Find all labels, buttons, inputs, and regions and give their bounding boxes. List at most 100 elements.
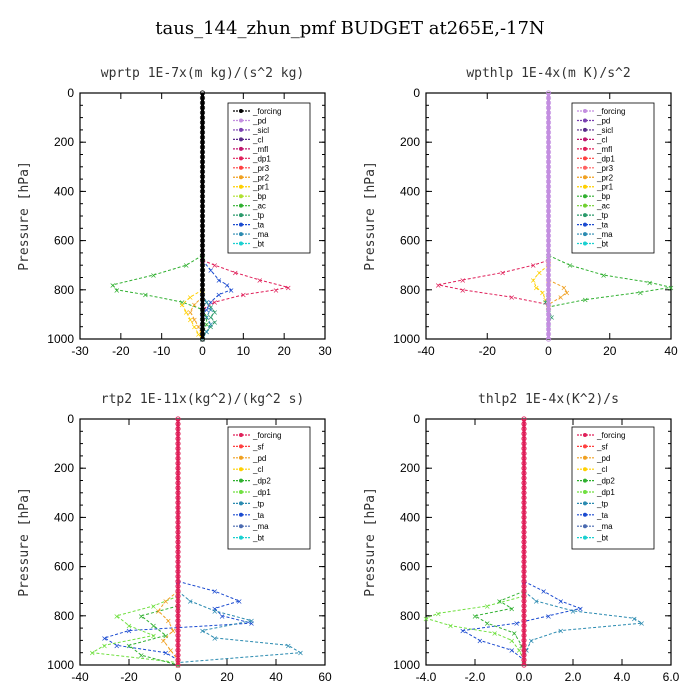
series-point: × (297, 649, 304, 658)
legend-label: _dp2 (596, 477, 615, 486)
series-point (175, 524, 181, 530)
series-point (199, 100, 206, 106)
series-point (175, 485, 181, 491)
series-point (175, 529, 181, 535)
series-point (199, 105, 206, 111)
series-point (199, 311, 206, 317)
series-point (521, 431, 527, 437)
legend-label: _dp1 (596, 488, 615, 497)
series-point (521, 519, 527, 525)
series-point (175, 578, 181, 584)
series-point: × (203, 298, 210, 307)
series-point (175, 588, 181, 594)
series-point (521, 480, 527, 486)
series-point (199, 149, 206, 155)
series-point: × (167, 646, 174, 655)
series-line-dp1 (424, 595, 525, 661)
series-point: × (637, 288, 644, 297)
legend-marker (239, 156, 243, 161)
series-point: × (484, 602, 491, 611)
series-point (545, 297, 552, 303)
series-point: × (150, 622, 157, 631)
y-tick-label: 800 (400, 283, 420, 297)
series-point: × (150, 602, 157, 611)
series-point (521, 440, 527, 447)
legend-marker (583, 444, 587, 449)
y-tick-label: 0 (67, 86, 74, 100)
series-point: × (539, 288, 546, 297)
legend-label: _tp (596, 211, 609, 220)
series-point (545, 183, 552, 190)
series-point: × (548, 313, 555, 322)
series-point (175, 440, 181, 447)
legend-label: _ta (252, 511, 265, 520)
series-point (199, 297, 206, 303)
panel-thlp2: thlp2 1E-4x(K^2)/s Pressure [hPa] 0 200 400 6… (363, 392, 680, 684)
series-point (545, 228, 552, 234)
legend-marker (583, 137, 587, 142)
series-point (521, 445, 527, 452)
series-point (199, 331, 206, 337)
legend-label: _pd (596, 116, 610, 125)
series-point (545, 154, 552, 160)
series-point (545, 238, 552, 244)
series-point (521, 578, 527, 584)
x-tick-label: 40 (664, 344, 678, 358)
series-line-ma (202, 294, 212, 340)
legend-marker (239, 213, 243, 218)
series-line-ta (461, 580, 583, 661)
series-point: × (477, 636, 484, 645)
legend-label: _pr2 (596, 173, 614, 182)
series-point (545, 100, 552, 106)
legend-label: _cl (596, 465, 607, 474)
legend-marker (583, 213, 587, 218)
series-point: × (560, 283, 567, 292)
y-tick-label: 200 (400, 461, 420, 475)
series-point (521, 416, 527, 422)
y-tick-label: 400 (400, 184, 420, 198)
series-point: × (203, 305, 210, 314)
legend-label: _dp2 (252, 477, 271, 486)
x-tick-label: -40 (71, 670, 89, 684)
series-point (545, 257, 552, 263)
legend-label: _dp1 (596, 154, 615, 163)
legend-label: _cl (596, 135, 607, 144)
x-tick-label: -10 (153, 344, 171, 358)
legend-label: _sf (596, 442, 608, 451)
legend-label: _sf (252, 442, 264, 451)
series-point: × (511, 629, 518, 638)
legend-marker (239, 109, 243, 113)
legend-marker (239, 137, 243, 142)
series-point (199, 169, 206, 175)
series-point (521, 490, 527, 496)
series-point: × (175, 661, 182, 670)
legend-marker (583, 232, 587, 237)
series-point: × (224, 281, 231, 290)
series-point: × (126, 627, 133, 636)
series-point (521, 539, 527, 545)
series-line-bp (548, 254, 672, 308)
series-point (199, 90, 206, 96)
series-point: × (542, 296, 549, 305)
series-point (545, 301, 552, 308)
legend-marker (239, 222, 243, 227)
series-point (545, 178, 552, 185)
series-point (175, 598, 181, 604)
legend-marker (583, 501, 587, 506)
x-tick-label: 6.0 (663, 670, 680, 684)
legend-label: _sicl (252, 126, 269, 135)
series-point (175, 509, 181, 516)
series-point: × (423, 614, 430, 623)
series-point (175, 554, 181, 560)
series-point: × (496, 597, 503, 606)
series-point (521, 485, 527, 491)
y-axis-label: Pressure [hPa] (363, 487, 378, 597)
series-point (521, 470, 527, 476)
x-tick-label: 20 (603, 344, 617, 358)
series-point (545, 287, 552, 293)
series-line-pr1 (181, 289, 203, 340)
y-tick-label: 200 (54, 135, 74, 149)
y-tick-label: 400 (400, 510, 420, 524)
x-tick-label: 60 (318, 670, 332, 684)
series-point (521, 450, 527, 457)
